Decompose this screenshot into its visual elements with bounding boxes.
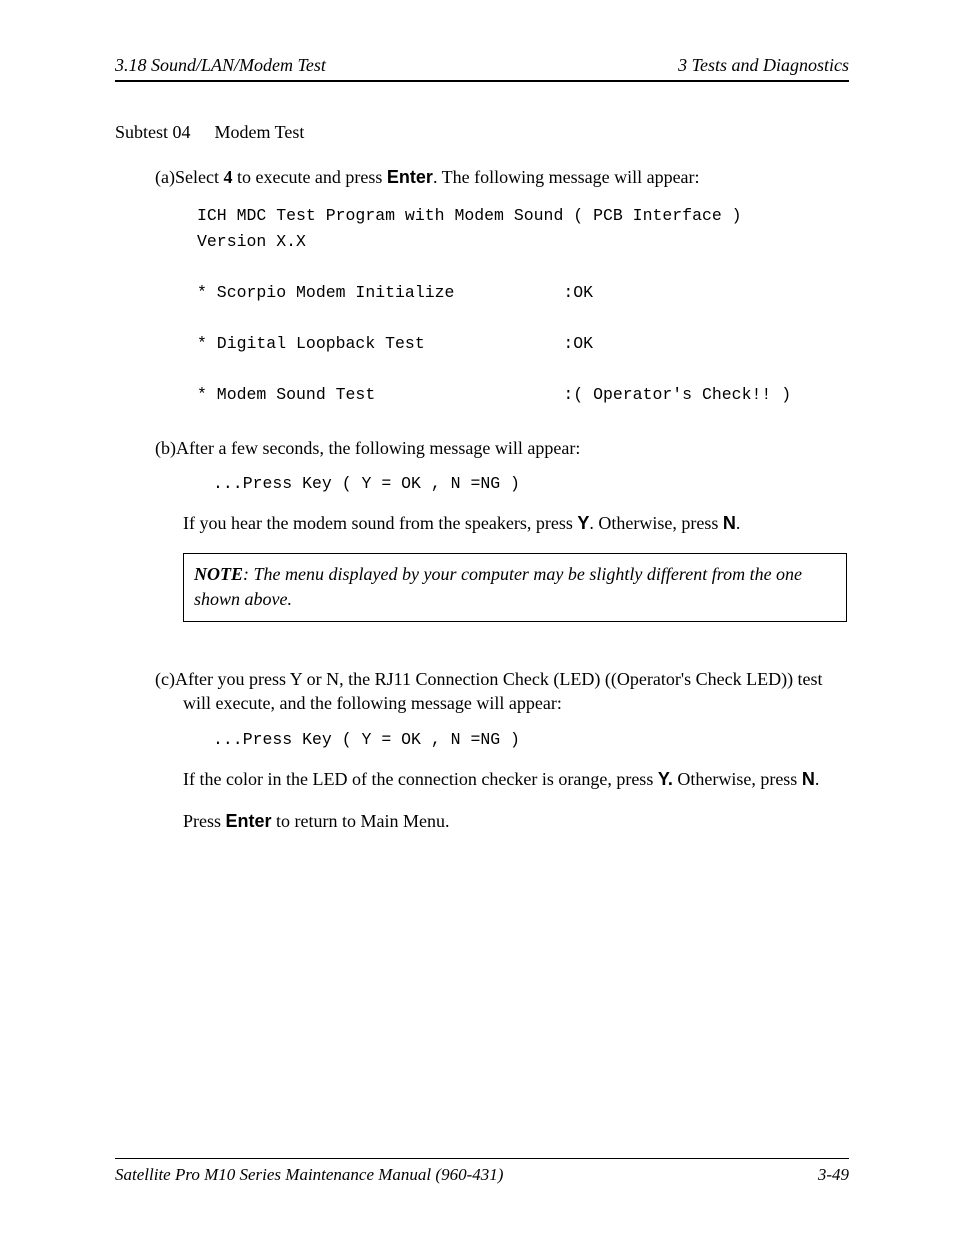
note-box: NOTE: The menu displayed by your compute… — [183, 553, 847, 622]
key-n-2: N — [802, 769, 815, 789]
page-footer: Satellite Pro M10 Series Maintenance Man… — [115, 1158, 849, 1185]
para-c-post: . — [815, 769, 820, 789]
item-c-marker: (c) — [155, 669, 175, 689]
note-label: NOTE — [194, 564, 243, 584]
key-y-2: Y. — [658, 769, 673, 789]
item-a-mid: to execute and press — [232, 167, 386, 187]
para-c-pre: If the color in the LED of the connectio… — [183, 769, 658, 789]
header-left: 3.18 Sound/LAN/Modem Test — [115, 55, 326, 76]
para-b-mid: . Otherwise, press — [589, 513, 722, 533]
footer-row: Satellite Pro M10 Series Maintenance Man… — [115, 1165, 849, 1185]
header-rule — [115, 80, 849, 82]
key-n: N — [723, 513, 736, 533]
note-text: : The menu displayed by your computer ma… — [194, 564, 802, 608]
item-c-text: After you press Y or N, the RJ11 Connect… — [175, 669, 823, 713]
para-enter: Press Enter to return to Main Menu. — [183, 809, 849, 833]
subtest-line: Subtest 04 Modem Test — [115, 122, 849, 143]
key-y: Y — [577, 513, 589, 533]
para-c: If the color in the LED of the connectio… — [183, 767, 849, 791]
footer-left: Satellite Pro M10 Series Maintenance Man… — [115, 1165, 503, 1185]
para-c-mid: Otherwise, press — [673, 769, 802, 789]
para-b-post: . — [736, 513, 741, 533]
para-b: If you hear the modem sound from the spe… — [183, 511, 849, 535]
code-block-b: ...Press Key ( Y = OK , N =NG ) — [213, 474, 849, 493]
subtest-title: Modem Test — [215, 122, 305, 142]
para-enter-post: to return to Main Menu. — [272, 811, 450, 831]
subtest-number: Subtest 04 — [115, 122, 210, 143]
footer-rule — [115, 1158, 849, 1159]
para-b-pre: If you hear the modem sound from the spe… — [183, 513, 577, 533]
footer-right: 3-49 — [818, 1165, 849, 1185]
item-a: (a)Select 4 to execute and press Enter. … — [155, 165, 849, 189]
item-a-post: . The following message will appear: — [433, 167, 700, 187]
item-a-marker: (a) — [155, 167, 175, 187]
page-header: 3.18 Sound/LAN/Modem Test 3 Tests and Di… — [115, 55, 849, 80]
page: 3.18 Sound/LAN/Modem Test 3 Tests and Di… — [0, 0, 954, 1235]
code-block-a: ICH MDC Test Program with Modem Sound ( … — [197, 203, 849, 408]
para-enter-pre: Press — [183, 811, 226, 831]
item-c: (c)After you press Y or N, the RJ11 Conn… — [155, 667, 849, 716]
item-b: (b)After a few seconds, the following me… — [155, 436, 849, 460]
item-a-pre: Select — [175, 167, 223, 187]
item-b-text: After a few seconds, the following messa… — [176, 438, 580, 458]
code-block-c: ...Press Key ( Y = OK , N =NG ) — [213, 730, 849, 749]
header-right: 3 Tests and Diagnostics — [678, 55, 849, 76]
item-b-marker: (b) — [155, 438, 176, 458]
key-enter-2: Enter — [226, 811, 272, 831]
key-enter: Enter — [387, 167, 433, 187]
